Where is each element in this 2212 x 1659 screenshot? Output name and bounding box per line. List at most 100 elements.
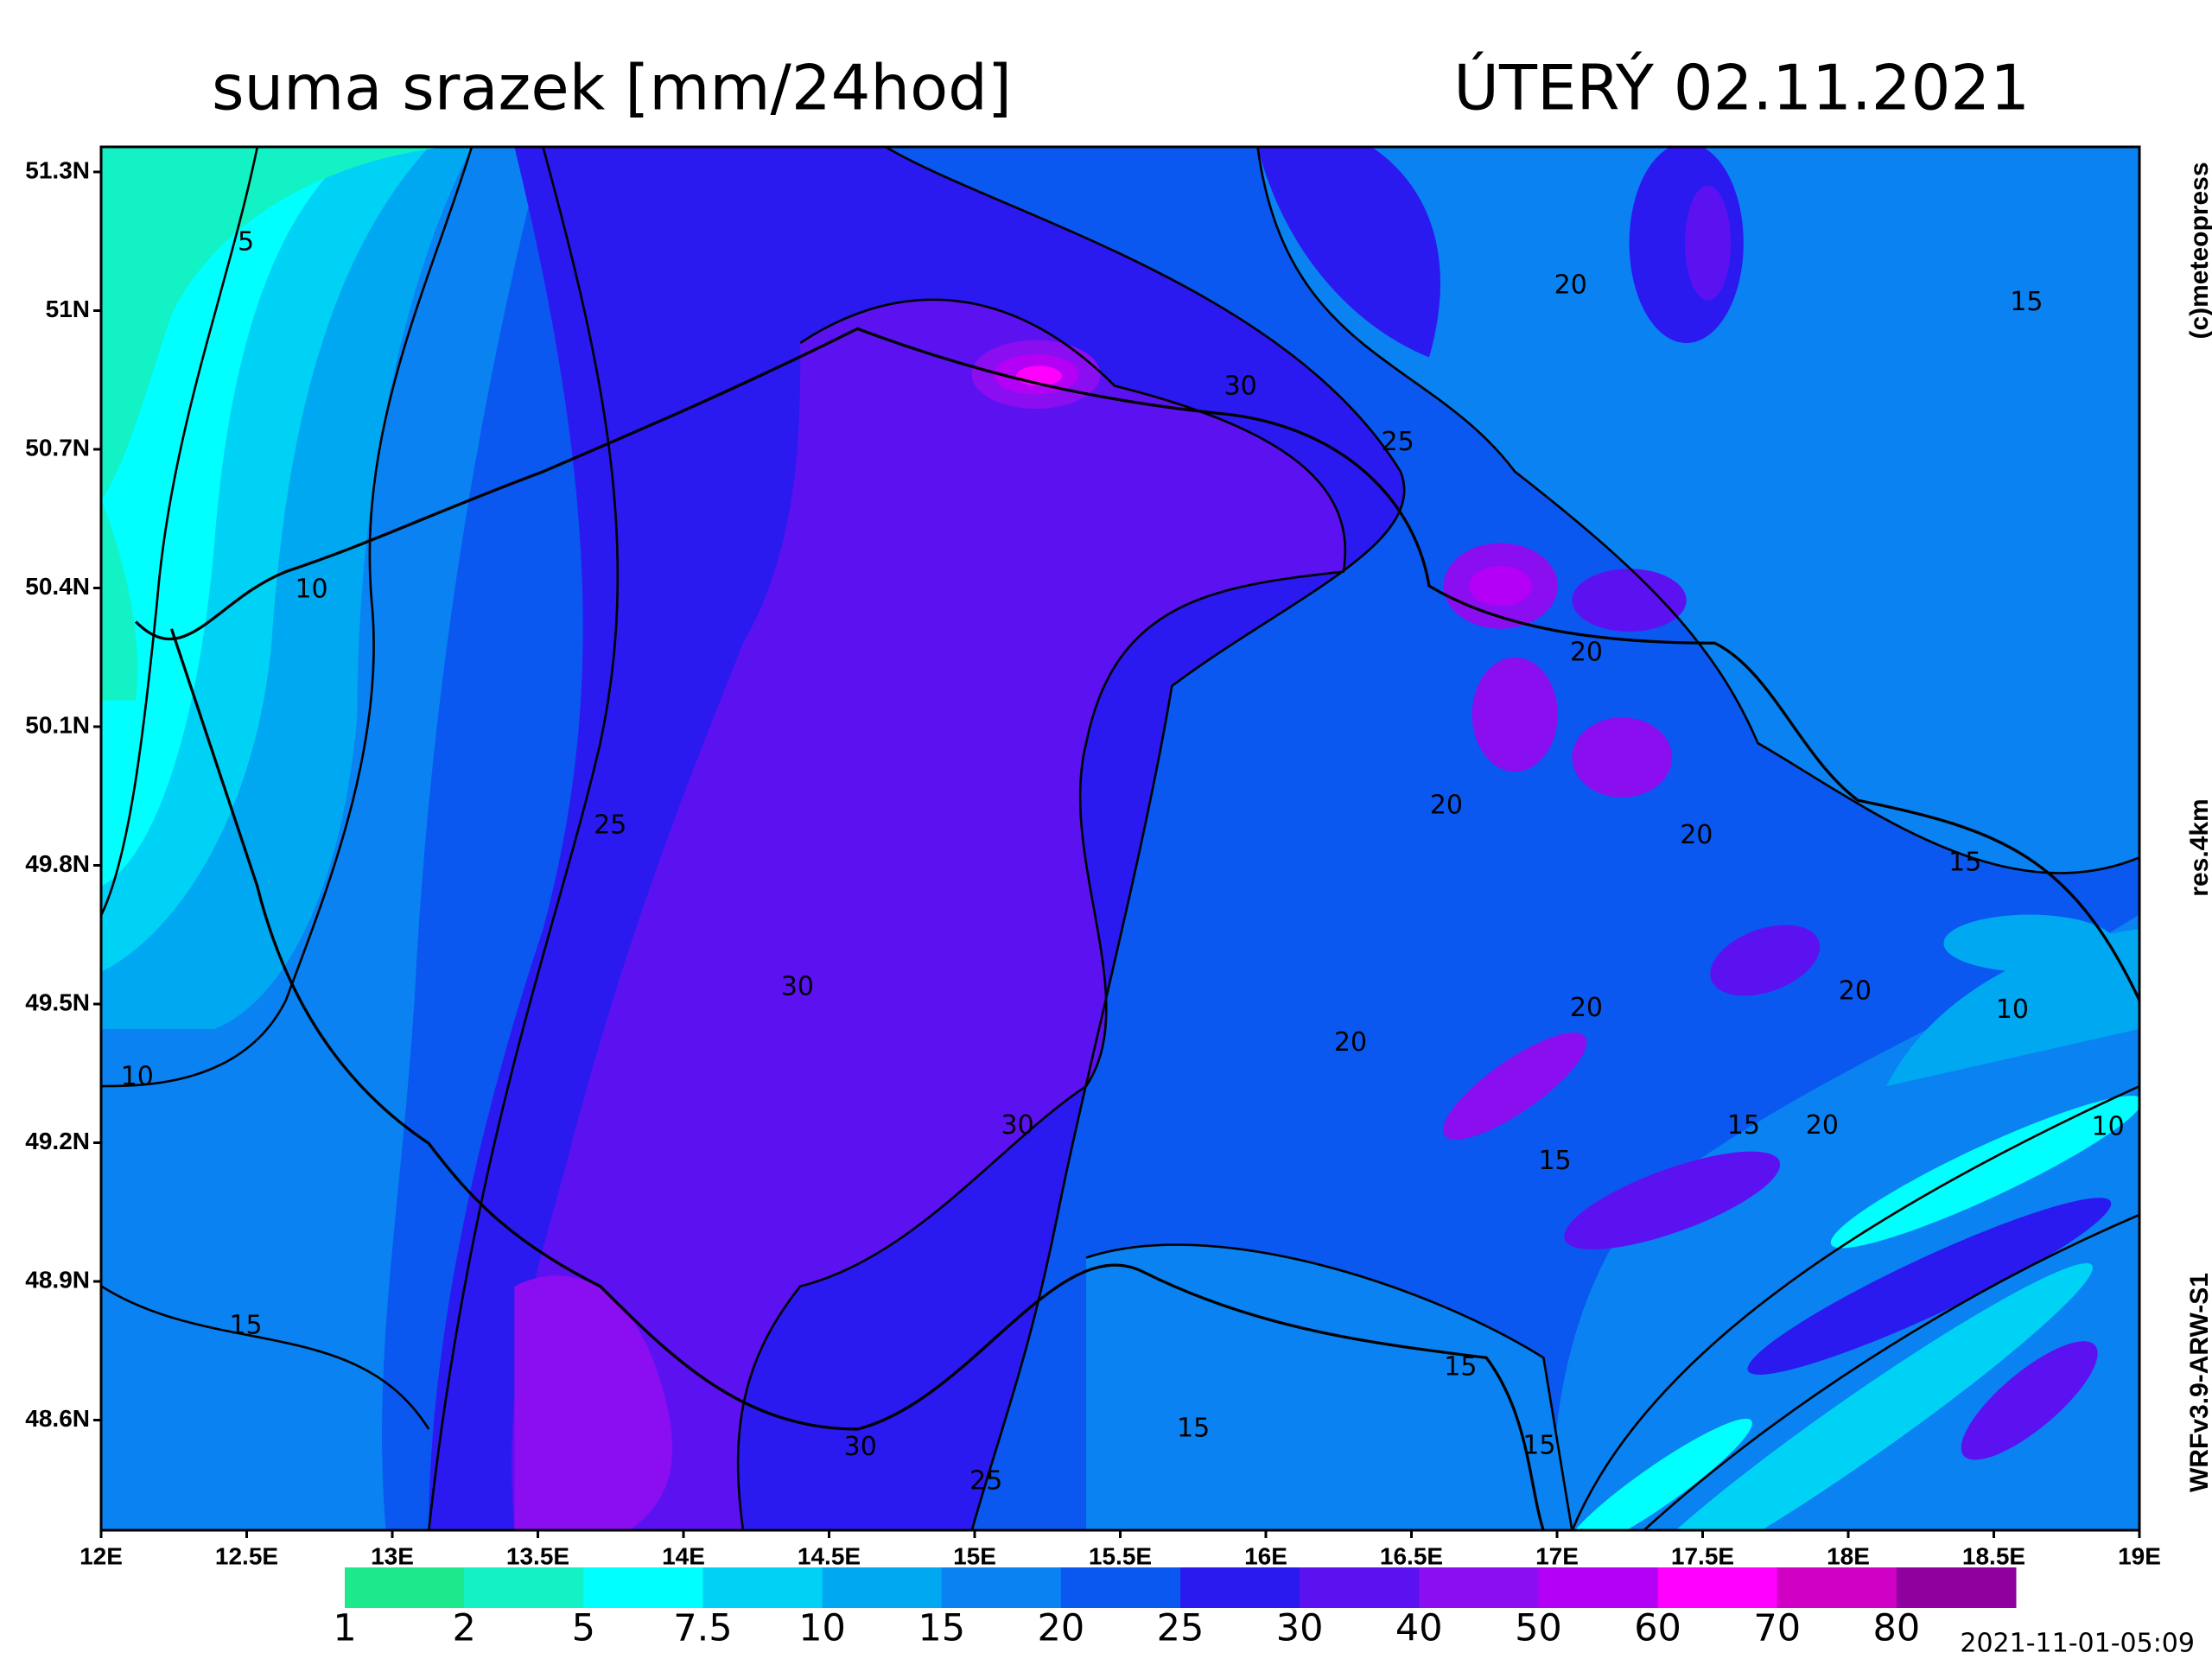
colorbar-label: 25 [1157, 1607, 1205, 1650]
colorbar-swatch [1896, 1567, 2017, 1608]
precip-cell [1961, 1341, 2098, 1460]
model: WRFv3.9-ARW-S1 [2185, 1273, 2212, 1492]
precip-cell [1564, 1151, 1781, 1250]
contour-label: 15 [1444, 1351, 1477, 1382]
contour-label: 10 [295, 575, 327, 605]
precip-area [1554, 914, 2139, 1530]
colorbar-swatch [941, 1567, 1062, 1608]
lon-tick-label: 18E [1827, 1542, 1870, 1569]
map: 5 10 25 30 25 20 15 20 20 20 15 20 10 20 20 30 10 30 15 20 1… [101, 147, 2139, 1530]
colorbar-label: 80 [1872, 1607, 1920, 1650]
lon-tick-label: 17.5E [1671, 1542, 1734, 1569]
contour-label: 30 [1224, 372, 1257, 402]
contour-label: 5 [238, 227, 254, 257]
lat-tick-label: 50.1N [25, 711, 90, 738]
contour-label: 25 [969, 1466, 1002, 1497]
lon-tick-label: 14.5E [798, 1542, 861, 1569]
colorbar-label: 5 [572, 1607, 595, 1650]
precip-cell [1572, 569, 1687, 632]
colorbar-swatch [583, 1567, 703, 1608]
copyright: (c)meteopress [2185, 162, 2212, 339]
colorbar-swatch [1060, 1567, 1181, 1608]
lon-tick-label: 16E [1244, 1542, 1287, 1569]
contour-label: 30 [1001, 1110, 1034, 1141]
colorbar-swatch [1777, 1567, 1897, 1608]
lat-tick-label: 51.3N [25, 156, 90, 183]
precip-area [1086, 1244, 1573, 1530]
precip-cell [1747, 1198, 2112, 1375]
contour-label: 20 [1806, 1110, 1839, 1141]
contour-label: 15 [1727, 1110, 1760, 1141]
lon-tick-label: 19E [2118, 1542, 2161, 1569]
precip-cell [1830, 1096, 2139, 1249]
lon-tick-label: 13.5E [506, 1542, 569, 1569]
colorbar-label: 10 [798, 1607, 846, 1650]
colorbar-label: 20 [1037, 1607, 1084, 1650]
contour-label: 15 [1948, 848, 1981, 878]
lat-tick-label: 50.7N [25, 434, 90, 461]
contour-labels: 5 10 25 30 25 20 15 20 20 20 15 20 10 20 20 30 10 30 15 20 1… [121, 227, 2125, 1497]
colorbar-label: 7.5 [673, 1607, 732, 1650]
resolution: res.4km [2185, 798, 2212, 896]
precip-area [1886, 929, 2139, 1087]
precip-cell [1469, 565, 1533, 607]
colorbar-swatch [1180, 1567, 1300, 1608]
precip-area [512, 299, 1345, 1530]
contour-label: 20 [1680, 820, 1713, 850]
precip-cell [1623, 1262, 2093, 1530]
precip-cell [1443, 1033, 1587, 1140]
date: ÚTERÝ 02.11.2021 [1453, 52, 2030, 124]
contour-label: 15 [1522, 1430, 1555, 1460]
contour-label: 10 [1996, 995, 2029, 1025]
precip-area [1257, 147, 1440, 358]
contour-label: 15 [2010, 287, 2043, 317]
contour-label: 30 [844, 1432, 877, 1462]
colorbar-label: 2 [452, 1607, 475, 1650]
lon-tick-label: 16.5E [1380, 1542, 1443, 1569]
precip-cell [1471, 657, 1558, 772]
colorbar-swatch [822, 1567, 943, 1608]
contour-label: 15 [1177, 1414, 1210, 1444]
lon-tick-label: 17E [1535, 1542, 1579, 1569]
precip-area [514, 1275, 672, 1530]
colorbar-swatch [1300, 1567, 1420, 1608]
colorbar-swatch [1538, 1567, 1659, 1608]
colorbar-label: 1 [333, 1607, 356, 1650]
precip-fields [101, 147, 2139, 1530]
lon-tick-label: 14E [662, 1542, 705, 1569]
lon-tick-label: 15.5E [1089, 1542, 1152, 1569]
title: suma srazek [mm/24hod] [212, 52, 1012, 124]
lon-tick-label: 15E [953, 1542, 996, 1569]
colorbar-swatch [1419, 1567, 1539, 1608]
contour-label: 20 [1839, 976, 1872, 1006]
colorbar-swatch [464, 1567, 584, 1608]
contour-label: 15 [229, 1310, 262, 1340]
lon-tick-label: 13E [371, 1542, 414, 1569]
colorbar-label: 30 [1276, 1607, 1324, 1650]
lat-tick-label: 49.5N [25, 988, 90, 1015]
precip-cell [1943, 914, 2115, 972]
colorbar-label: 60 [1634, 1607, 1681, 1650]
colorbar-label: 40 [1395, 1607, 1443, 1650]
contour-label: 20 [1570, 993, 1603, 1023]
lat-tick-label: 48.6N [25, 1405, 90, 1432]
contour-label: 25 [594, 810, 626, 841]
lon-tick-label: 12E [79, 1542, 123, 1569]
colorbar-label: 70 [1753, 1607, 1801, 1650]
lon-tick-label: 12.5E [215, 1542, 278, 1569]
axes: 51.3N 51N 50.7N 50.4N 50.1N 49.8N 49.5N 49.2N 48… [25, 156, 2161, 1569]
colorbar-label: 50 [1515, 1607, 1562, 1650]
contour-label: 20 [1570, 637, 1603, 667]
colorbar-label: 15 [918, 1607, 965, 1650]
lat-tick-label: 48.9N [25, 1266, 90, 1293]
borders [134, 327, 2139, 1530]
colorbar-swatch [702, 1567, 823, 1608]
contour-label: 20 [1554, 270, 1587, 300]
contour-label: 10 [121, 1062, 154, 1092]
timestamp: 2021-11-01-05:09 [1960, 1629, 2195, 1659]
lat-tick-label: 51N [46, 296, 90, 322]
contour-label: 25 [1382, 427, 1414, 457]
precip-cell [1710, 925, 1821, 996]
precip-cell [1563, 1418, 1752, 1530]
